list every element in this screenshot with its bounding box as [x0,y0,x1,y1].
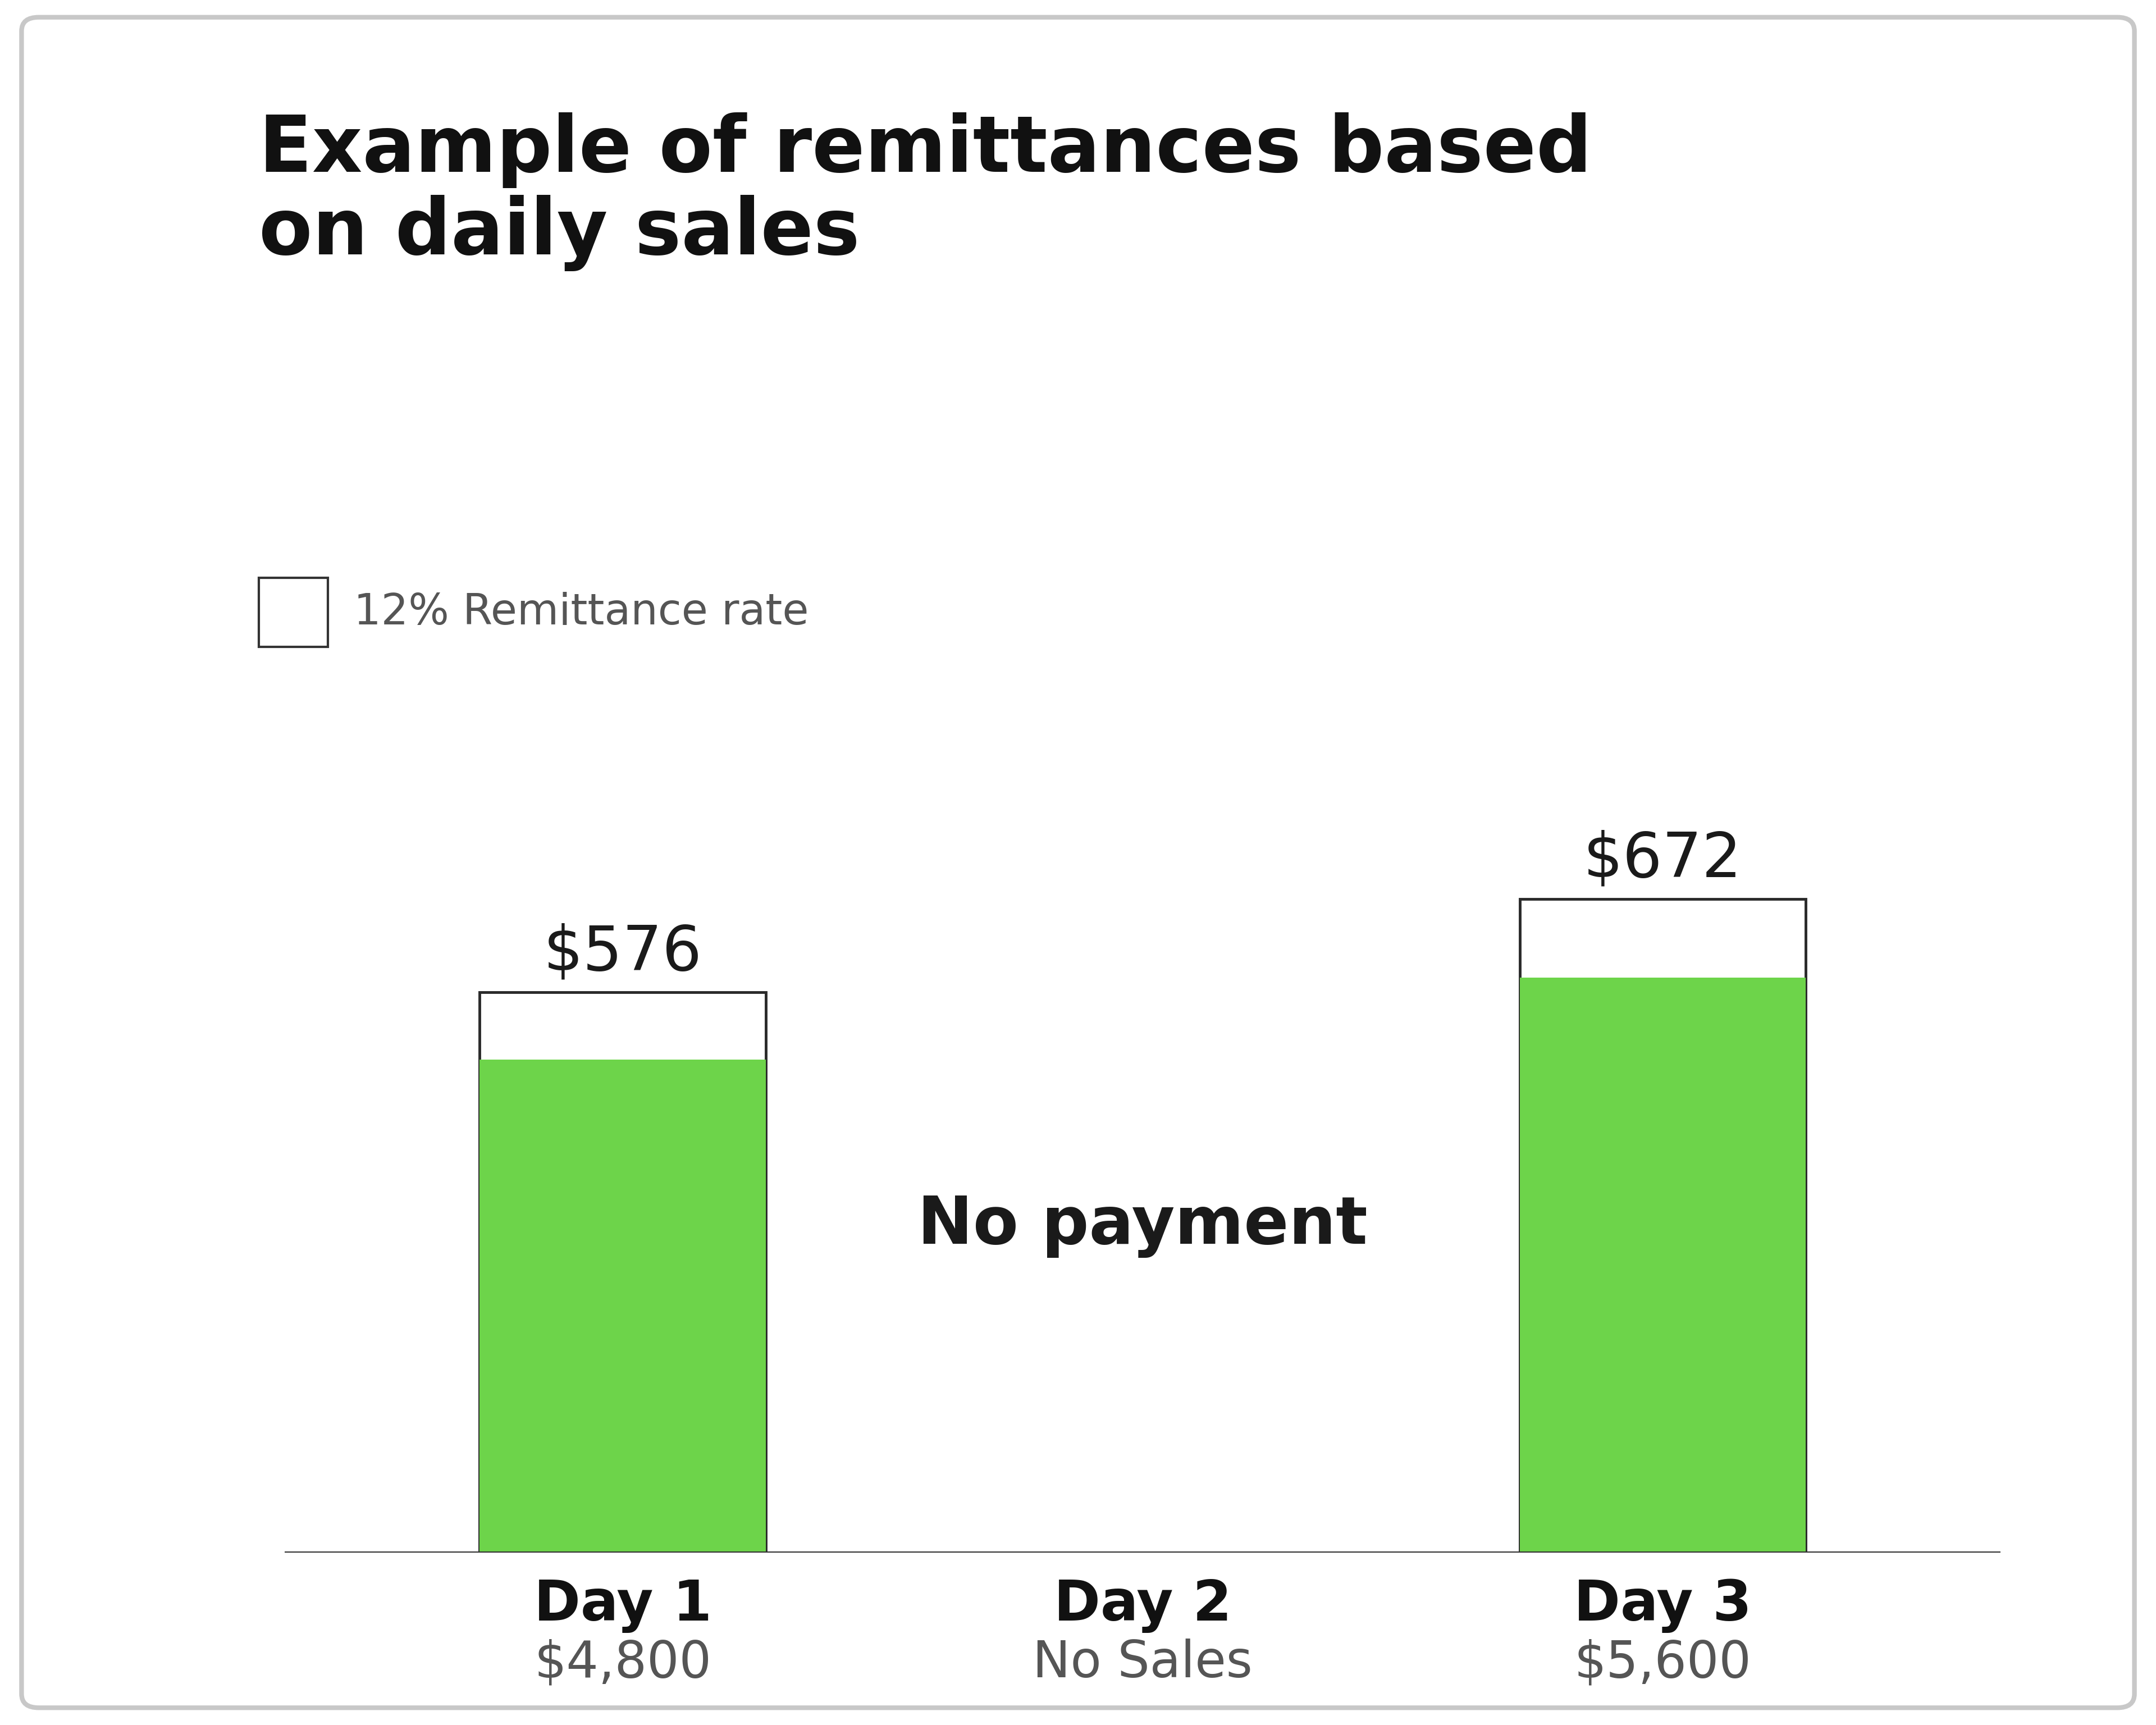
Bar [1520,978,1807,1552]
Bar [1520,899,1807,1552]
Text: 12% Remittance rate: 12% Remittance rate [354,592,808,633]
Text: No payment: No payment [918,1194,1367,1258]
Bar [479,992,765,1552]
Text: Day 3: Day 3 [1574,1578,1751,1634]
Text: $4,800: $4,800 [535,1639,711,1689]
Text: Example of remittances based
on daily sales: Example of remittances based on daily sa… [259,112,1591,271]
Text: No Sales: No Sales [1033,1639,1253,1689]
Text: $5,600: $5,600 [1574,1639,1751,1689]
Text: $672: $672 [1583,830,1742,890]
Text: Day 1: Day 1 [535,1578,711,1634]
Text: $576: $576 [543,923,703,983]
Bar [479,1059,765,1552]
Text: Day 2: Day 2 [1054,1578,1231,1634]
